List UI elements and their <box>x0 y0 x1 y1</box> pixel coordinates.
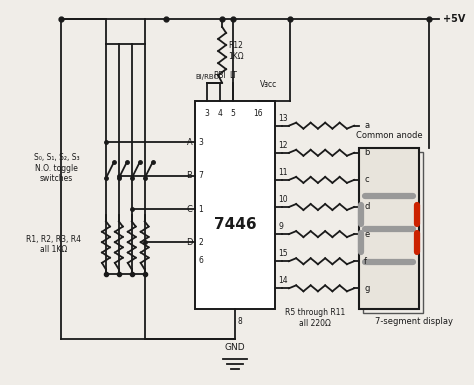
Text: 15: 15 <box>279 249 288 258</box>
Text: D: D <box>186 238 192 247</box>
Bar <box>195 100 275 309</box>
Text: 2: 2 <box>198 238 203 247</box>
Text: 7446: 7446 <box>214 217 256 232</box>
Text: d: d <box>364 203 369 211</box>
Text: 6: 6 <box>198 256 203 265</box>
Text: C: C <box>186 204 192 214</box>
Text: 4: 4 <box>218 109 223 117</box>
Text: B: B <box>186 171 192 180</box>
Text: e: e <box>364 229 369 239</box>
Text: R5 through R11
all 220Ω: R5 through R11 all 220Ω <box>285 308 346 328</box>
Text: 13: 13 <box>279 114 288 123</box>
Text: 3: 3 <box>198 138 203 147</box>
Text: a: a <box>364 121 369 130</box>
Text: c: c <box>364 176 369 184</box>
Bar <box>359 148 419 309</box>
Text: R12
1KΩ: R12 1KΩ <box>228 41 244 61</box>
Text: 14: 14 <box>279 276 288 285</box>
Text: b: b <box>364 148 369 157</box>
Text: 8: 8 <box>238 317 243 326</box>
Text: S₀, S₁, S₂, S₃
N.O. toggle
switches: S₀, S₁, S₂, S₃ N.O. toggle switches <box>34 153 79 183</box>
Text: 7-segment display: 7-segment display <box>375 317 453 326</box>
Bar <box>363 152 423 313</box>
Text: 12: 12 <box>279 141 288 150</box>
Text: 7: 7 <box>198 171 203 180</box>
Text: 9: 9 <box>279 222 283 231</box>
Text: 11: 11 <box>279 168 288 177</box>
Text: A: A <box>187 138 192 147</box>
Text: R1, R2, R3, R4
all 1KΩ: R1, R2, R3, R4 all 1KΩ <box>26 235 81 254</box>
Text: 16: 16 <box>253 109 263 117</box>
Text: f: f <box>364 257 367 266</box>
Text: 1: 1 <box>198 204 203 214</box>
Text: RBI: RBI <box>214 71 227 80</box>
Text: 10: 10 <box>279 195 288 204</box>
Text: 3: 3 <box>205 109 210 117</box>
Text: BI/RBO: BI/RBO <box>195 74 219 80</box>
Text: Vⱻcc: Vⱻcc <box>260 80 277 89</box>
Text: LT: LT <box>229 71 237 80</box>
Text: g: g <box>364 284 369 293</box>
Text: 5: 5 <box>230 109 236 117</box>
Text: Common anode: Common anode <box>356 131 422 141</box>
Text: +5V: +5V <box>444 14 466 24</box>
Text: GND: GND <box>225 343 246 352</box>
